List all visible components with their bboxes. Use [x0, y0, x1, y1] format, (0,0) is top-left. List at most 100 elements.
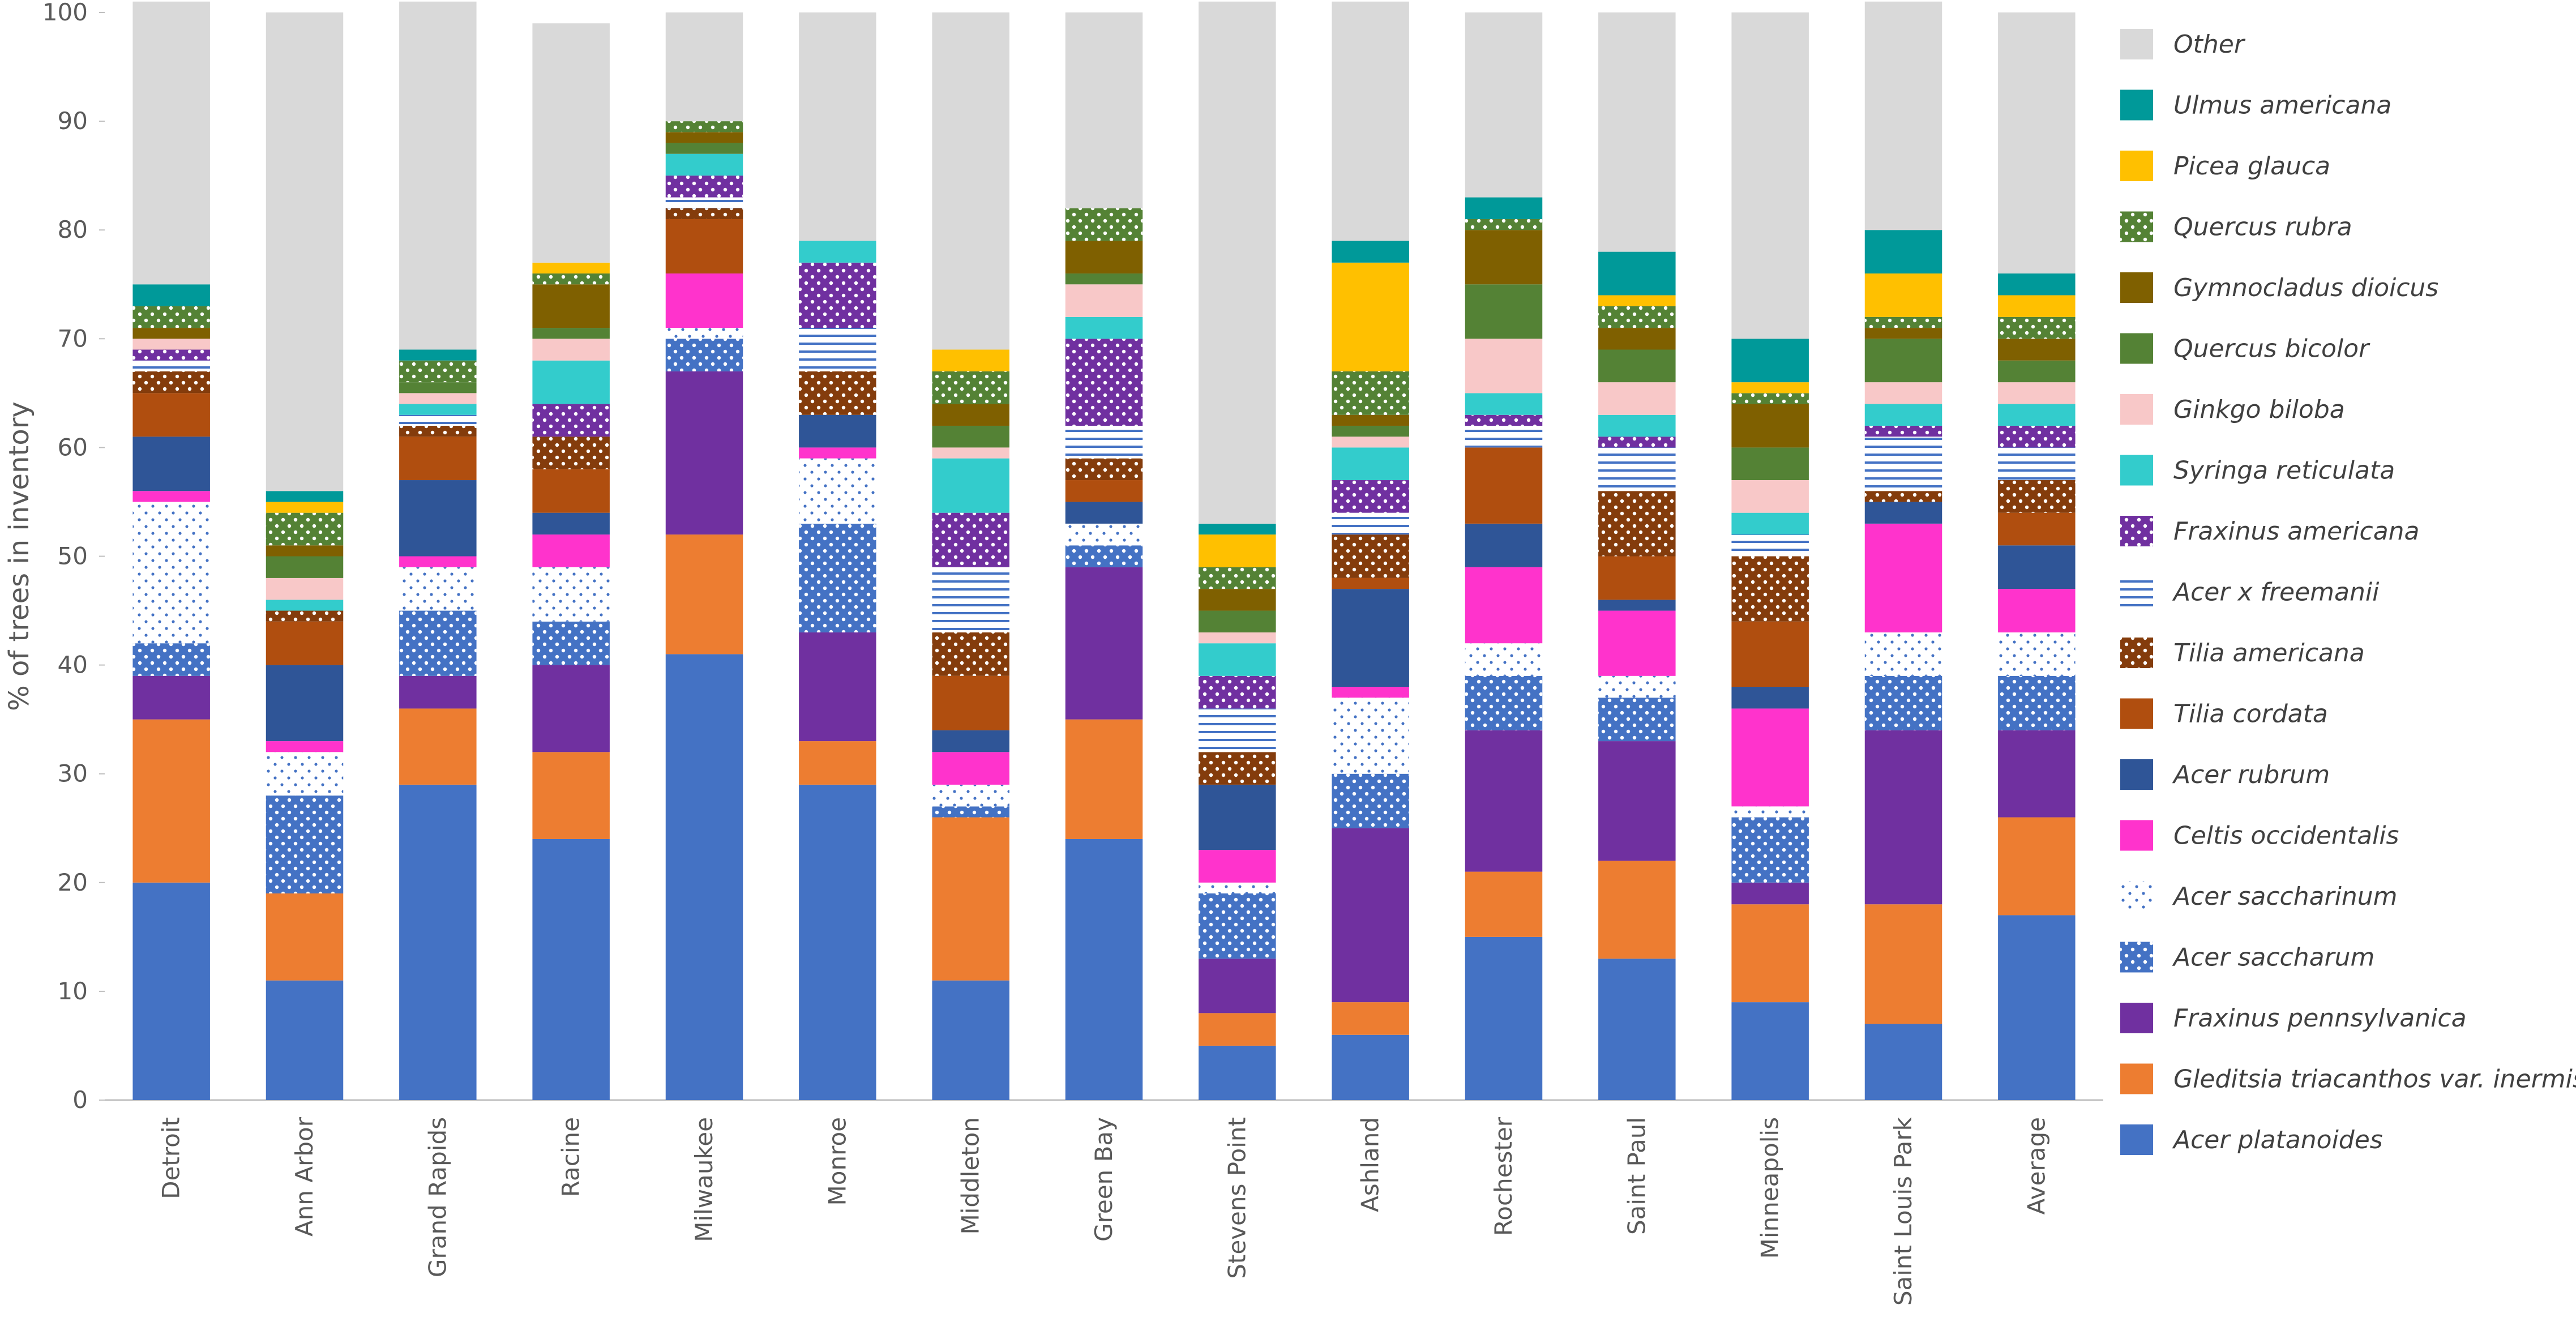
bar-pattern-ann-arbor-acer-saccharinum: [266, 752, 344, 796]
bar-pattern-minneapolis-acer-saccharum: [1731, 817, 1809, 883]
bar-saint-paul-gleditsia-triacanthos-var-inermis: [1598, 861, 1676, 959]
bar-racine-syringa-reticulata: [532, 360, 610, 404]
bar-stevens-point-ulmus-americana: [1199, 523, 1276, 535]
bar-milwaukee-celtis-occidentalis: [665, 273, 743, 328]
bar-green-bay-fraxinus-pennsylvanica: [1065, 567, 1143, 720]
bar-middleton-acer-rubrum: [932, 730, 1009, 752]
bar-saint-louis-park-gleditsia-triacanthos-var-inermis: [1864, 904, 1942, 1024]
legend-swatch-acer-platanoides: [2120, 1124, 2153, 1155]
x-tick-label-ann-arbor: Ann Arbor: [290, 1117, 318, 1237]
bar-ashland-tilia-cordata: [1332, 578, 1409, 589]
legend-swatch-pattern-tilia-americana: [2120, 638, 2153, 668]
legend-swatch-pattern-acer-x-freemanii: [2120, 576, 2153, 608]
bar-rochester-celtis-occidentalis: [1465, 567, 1543, 644]
bar-saint-paul-fraxinus-pennsylvanica: [1598, 741, 1676, 861]
bar-middleton-ginkgo-biloba: [932, 447, 1009, 459]
bar-pattern-ashland-quercus-rubra: [1332, 371, 1409, 415]
bar-racine-acer-platanoides: [532, 839, 610, 1100]
bar-green-bay-quercus-bicolor: [1065, 273, 1143, 285]
bar-middleton-picea-glauca: [932, 349, 1009, 371]
bar-middleton-acer-platanoides: [932, 980, 1009, 1100]
bar-pattern-racine-quercus-rubra: [532, 273, 610, 285]
bar-saint-paul-gymnocladus-dioicus: [1598, 328, 1676, 350]
bar-pattern-stevens-point-acer-x-freemanii: [1199, 708, 1276, 752]
bar-green-bay-ginkgo-biloba: [1065, 284, 1143, 317]
legend-label-tilia-cordata: Tilia cordata: [2173, 700, 2328, 729]
legend-label-acer-platanoides: Acer platanoides: [2172, 1126, 2383, 1154]
bar-saint-louis-park-gymnocladus-dioicus: [1864, 328, 1942, 339]
bar-rochester-gleditsia-triacanthos-var-inermis: [1465, 871, 1543, 937]
bar-ann-arbor-other: [266, 12, 344, 491]
legend-label-acer-x-freemanii: Acer x freemanii: [2172, 578, 2380, 607]
bar-pattern-saint-paul-acer-saccharinum: [1598, 675, 1676, 698]
legend-label-acer-saccharum: Acer saccharum: [2172, 943, 2374, 972]
legend-swatch-gleditsia-triacanthos-var-inermis: [2120, 1063, 2153, 1094]
legend-label-other: Other: [2173, 30, 2246, 59]
bar-ashland-fraxinus-pennsylvanica: [1332, 828, 1409, 1003]
bar-pattern-saint-louis-park-quercus-rubra: [1864, 316, 1942, 328]
bar-racine-picea-glauca: [532, 262, 610, 274]
bar-pattern-saint-paul-acer-x-freemanii: [1598, 447, 1676, 491]
bar-rochester-syringa-reticulata: [1465, 393, 1543, 415]
bar-pattern-detroit-tilia-americana: [132, 371, 210, 393]
bar-pattern-minneapolis-acer-saccharinum: [1731, 806, 1809, 818]
bar-pattern-saint-paul-fraxinus-americana: [1598, 437, 1676, 448]
bar-rochester-acer-rubrum: [1465, 523, 1543, 567]
bar-milwaukee-quercus-bicolor: [665, 143, 743, 154]
y-tick-label-20: 20: [58, 869, 88, 896]
legend-swatch-pattern-fraxinus-americana: [2120, 516, 2153, 546]
bar-monroe-acer-rubrum: [799, 414, 876, 448]
legend-label-ginkgo-biloba: Ginkgo biloba: [2173, 395, 2345, 424]
bar-grand-rapids-ginkgo-biloba: [399, 393, 477, 404]
bar-pattern-ann-arbor-acer-saccharum: [266, 795, 344, 894]
bar-ann-arbor-celtis-occidentalis: [266, 741, 344, 752]
bar-pattern-grand-rapids-acer-saccharum: [399, 610, 477, 676]
bar-ashland-acer-platanoides: [1332, 1034, 1409, 1100]
bar-ann-arbor-tilia-cordata: [266, 621, 344, 665]
bar-saint-paul-acer-rubrum: [1598, 600, 1676, 611]
bar-average-ulmus-americana: [1998, 273, 2076, 296]
bar-pattern-milwaukee-acer-saccharum: [665, 339, 743, 371]
legend-swatch-quercus-bicolor: [2120, 333, 2153, 364]
bar-middleton-syringa-reticulata: [932, 458, 1009, 513]
legend-swatch-ginkgo-biloba: [2120, 394, 2153, 425]
bar-rochester-acer-platanoides: [1465, 936, 1543, 1100]
bar-pattern-saint-louis-park-fraxinus-americana: [1864, 425, 1942, 437]
legend-label-fraxinus-pennsylvanica: Fraxinus pennsylvanica: [2173, 1004, 2467, 1033]
bar-pattern-average-fraxinus-americana: [1998, 425, 2076, 448]
y-tick-label-50: 50: [58, 542, 88, 570]
bar-ashland-gymnocladus-dioicus: [1332, 414, 1409, 426]
bar-stevens-point-fraxinus-pennsylvanica: [1199, 959, 1276, 1013]
bar-minneapolis-quercus-bicolor: [1731, 447, 1809, 481]
bar-average-tilia-cordata: [1998, 512, 2076, 546]
x-tick-label-saint-louis-park: Saint Louis Park: [1889, 1117, 1917, 1306]
bar-saint-louis-park-acer-rubrum: [1864, 502, 1942, 524]
bar-saint-louis-park-acer-platanoides: [1864, 1024, 1942, 1100]
y-tick-label-70: 70: [58, 324, 88, 352]
bar-detroit-tilia-cordata: [132, 393, 210, 437]
bar-rochester-ginkgo-biloba: [1465, 339, 1543, 393]
bar-detroit-ulmus-americana: [132, 284, 210, 306]
bar-minneapolis-picea-glauca: [1731, 382, 1809, 393]
bar-stevens-point-quercus-bicolor: [1199, 610, 1276, 632]
bar-average-ginkgo-biloba: [1998, 382, 2076, 404]
bar-pattern-saint-paul-tilia-americana: [1598, 491, 1676, 557]
bar-pattern-average-quercus-rubra: [1998, 316, 2076, 339]
bar-pattern-detroit-acer-saccharinum: [132, 502, 210, 644]
bar-average-fraxinus-pennsylvanica: [1998, 730, 2076, 818]
bar-stevens-point-gymnocladus-dioicus: [1199, 589, 1276, 611]
bar-pattern-green-bay-acer-x-freemanii: [1065, 425, 1143, 459]
y-tick-label-90: 90: [58, 107, 88, 135]
bar-middleton-quercus-bicolor: [932, 425, 1009, 448]
bar-pattern-milwaukee-quercus-rubra: [665, 121, 743, 132]
x-tick-label-racine: Racine: [557, 1117, 585, 1197]
bar-detroit-ginkgo-biloba: [132, 339, 210, 350]
y-tick-label-30: 30: [58, 760, 88, 788]
legend-label-celtis-occidentalis: Celtis occidentalis: [2173, 822, 2399, 850]
bar-pattern-milwaukee-tilia-americana: [665, 208, 743, 219]
bar-pattern-middleton-tilia-americana: [932, 632, 1009, 676]
bar-ann-arbor-acer-rubrum: [266, 665, 344, 742]
bar-pattern-racine-acer-saccharum: [532, 621, 610, 665]
bar-saint-paul-tilia-cordata: [1598, 556, 1676, 600]
bar-stevens-point-acer-platanoides: [1199, 1045, 1276, 1100]
